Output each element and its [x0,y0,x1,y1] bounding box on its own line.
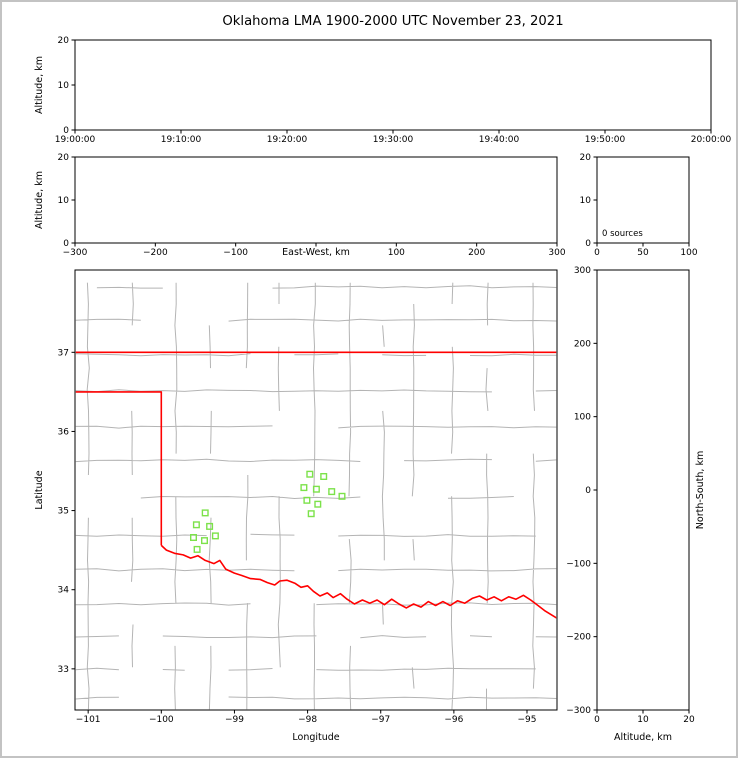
x-tick-label: 100 [388,248,405,258]
lma-station-marker [300,484,308,492]
y-tick-label: −300 [566,706,591,716]
altitude_histogram-panel [596,156,690,244]
x-tick-label: 19:00:00 [55,135,96,145]
y-tick-label: 33 [58,665,69,675]
x-tick-label: 10 [637,715,649,725]
x-tick-label: −97 [371,715,390,725]
latitude-ylabel: Latitude [34,470,45,509]
x-tick-label: 100 [680,248,697,258]
x-tick-label: 19:50:00 [585,135,626,145]
x-tick-label: 50 [637,248,649,258]
y-tick-label: 10 [58,81,70,91]
lma-station-marker [338,492,346,500]
north-south-ylabel: North-South, km [695,451,706,529]
lma-station-marker [303,496,311,504]
y-tick-label: 100 [574,413,591,423]
y-tick-label: 0 [585,239,591,249]
x-tick-label: 200 [468,248,485,258]
x-tick-label: −99 [225,715,244,725]
x-tick-label: 19:30:00 [373,135,414,145]
y-tick-label: −200 [566,633,591,643]
lma-station-marker [306,470,314,478]
north_south_height-panel [596,269,690,711]
x-tick-label: 0 [594,715,600,725]
lma-station-marker [312,485,320,493]
lma-station-marker [201,509,209,517]
y-tick-label: 0 [585,486,591,496]
x-tick-label: 20 [683,715,695,725]
sources-count-annotation: 0 sources [602,229,643,239]
y-tick-label: −100 [566,559,591,569]
y-tick-label: 0 [63,239,69,249]
y-tick-label: 200 [574,339,591,349]
altitude-xlabel: Altitude, km [614,732,672,743]
lma-station-marker [328,488,336,496]
x-tick-label: −96 [444,715,463,725]
lma-station-marker [314,500,322,508]
lma-station-marker [320,473,328,481]
lma-station-marker [189,534,197,542]
x-tick-label: 20:00:00 [691,135,732,145]
x-tick-label: −100 [149,715,174,725]
y-tick-label: 300 [574,266,591,276]
y-tick-label: 10 [580,196,592,206]
y-tick-label: 0 [63,126,69,136]
east-west-xlabel: East-West, km [282,247,350,258]
plot-title: Oklahoma LMA 1900-2000 UTC November 23, … [222,14,563,29]
x-tick-label: 300 [548,248,565,258]
y-tick-label: 37 [58,348,69,358]
time_height-panel [74,39,712,131]
oklahoma-state-boundary [75,351,557,619]
y-tick-label: 20 [580,153,592,163]
x-tick-label: −200 [143,248,168,258]
lma-station-marker [211,532,219,540]
lma-station-marker [193,545,201,553]
east-west-height-ylabel: Altitude, km [34,171,45,229]
x-tick-label: −98 [298,715,317,725]
lma-station-marker [206,522,214,530]
x-tick-label: 0 [594,248,600,258]
x-tick-label: −95 [518,715,537,725]
y-tick-label: 20 [58,36,70,46]
east_west_height-panel [74,156,558,244]
plan-view-map-border [74,269,558,711]
y-tick-label: 35 [58,507,69,517]
x-tick-label: 19:20:00 [267,135,308,145]
longitude-xlabel: Longitude [292,732,339,743]
plan_view_map-panel [74,269,558,711]
lma-station-marker [200,537,208,545]
x-tick-label: −100 [223,248,248,258]
x-tick-label: −101 [76,715,101,725]
y-tick-label: 34 [58,586,70,596]
lma-station-marker [307,510,315,518]
y-tick-label: 10 [58,196,70,206]
x-tick-label: 19:40:00 [479,135,520,145]
y-tick-label: 36 [58,427,70,437]
x-tick-label: −300 [63,248,88,258]
lma-station-marker [192,521,200,529]
x-tick-label: 19:10:00 [161,135,202,145]
y-tick-label: 20 [58,153,70,163]
time-height-ylabel: Altitude, km [34,56,45,114]
county-boundaries [75,282,557,710]
